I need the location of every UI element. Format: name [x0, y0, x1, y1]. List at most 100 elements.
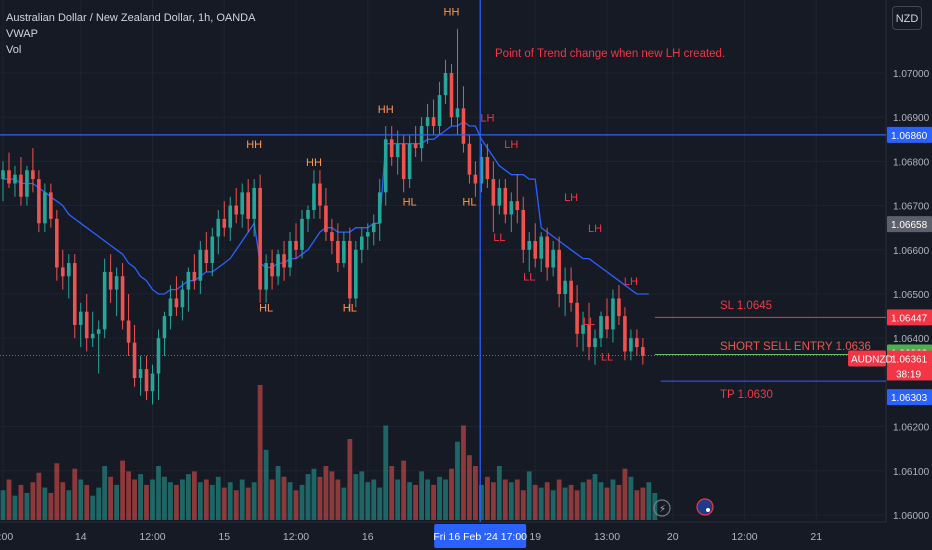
candle — [617, 285, 621, 325]
candle — [569, 267, 573, 312]
candle-body — [132, 342, 137, 378]
candle — [425, 103, 430, 144]
volume-bar — [568, 484, 574, 520]
candle-body — [108, 271, 113, 290]
volume-bar — [197, 482, 203, 520]
candle-body — [395, 143, 400, 157]
volume-bar — [30, 482, 36, 520]
candle-body — [605, 316, 609, 330]
candle-body — [294, 240, 298, 250]
volume-bar — [180, 479, 185, 520]
trade-levels — [0, 316, 886, 382]
candle-body — [228, 205, 233, 228]
candle-body — [1, 170, 5, 180]
price-axis[interactable]: 1.07000 1.06900 1.06800 1.06700 1.06600 1.065… — [893, 69, 930, 522]
candle — [539, 232, 543, 272]
volume-bar — [634, 490, 640, 520]
candle — [282, 240, 286, 281]
volume-bar — [203, 479, 209, 520]
volume-bar — [377, 487, 383, 520]
volume-bar — [496, 466, 502, 520]
candle-body — [252, 187, 256, 219]
time-axis-label: 0:00 — [0, 531, 13, 543]
time-axis[interactable]: 0:00 14 12:00 15 12:00 16 19 13:00 20 12:00 21 Fri … — [0, 524, 822, 548]
volume-bar — [299, 484, 305, 520]
volume-bar — [12, 495, 18, 520]
candle-body — [371, 223, 376, 233]
candle — [276, 249, 280, 286]
candle-body — [162, 316, 167, 339]
indicator-vol[interactable]: Vol — [6, 44, 22, 56]
candle — [138, 355, 143, 396]
volume-bar — [84, 484, 90, 520]
candle-body — [593, 338, 597, 348]
volume-bar — [395, 479, 401, 520]
candle — [485, 143, 490, 188]
volume-bar — [520, 490, 526, 520]
swing-label: HH — [378, 104, 394, 116]
candle-body — [61, 267, 65, 277]
crosshair-price-text: 1.06860 — [891, 131, 928, 142]
volume-bar — [628, 476, 634, 520]
candle — [629, 329, 633, 361]
candle-body — [55, 218, 59, 268]
vwap-price: 1.06658 — [887, 216, 932, 233]
swing-label: LL — [523, 272, 535, 284]
volume-bar — [156, 466, 161, 520]
currency-button[interactable]: NZD — [892, 6, 922, 30]
price-axis-label: 1.06100 — [893, 467, 930, 478]
volume-bar — [341, 487, 347, 520]
volume-bar — [610, 479, 616, 520]
bottom-tool-icons: ⚡ — [653, 498, 714, 517]
candle-body — [144, 369, 149, 392]
candle-body — [84, 311, 89, 339]
candle-body — [330, 232, 334, 241]
candle — [132, 324, 137, 387]
sl-label: SL 1.0645 — [720, 300, 772, 312]
swing-label: HH — [306, 157, 322, 169]
candle-body — [623, 316, 627, 352]
swing-labels: HH HH HH HH HL HL HL HL LH LH LH LH LH LL LL LL LL — [246, 7, 638, 364]
flag-icon[interactable] — [696, 498, 714, 516]
candle-body — [156, 338, 161, 374]
annotations: Point of Trend change when new LH create… — [495, 48, 871, 401]
volume-bar — [335, 479, 341, 520]
candle — [413, 126, 418, 157]
last-price-bg — [887, 350, 932, 367]
candle — [443, 59, 448, 104]
candle — [61, 249, 65, 290]
volume-bar — [120, 460, 125, 520]
time-axis-label: 12:00 — [731, 531, 757, 543]
candle-body — [336, 240, 340, 264]
candle — [174, 276, 179, 317]
volume-bar — [646, 482, 652, 520]
volume-bar — [323, 466, 329, 520]
candle-body — [13, 174, 17, 184]
candle-body — [25, 170, 29, 197]
symbol-title[interactable]: Australian Dollar / New Zealand Dollar, … — [6, 12, 256, 24]
indicator-vwap[interactable]: VWAP — [6, 28, 38, 40]
countdown-bg — [887, 366, 932, 381]
candle — [431, 99, 436, 135]
volume-bar — [508, 482, 514, 520]
volume-bar — [467, 455, 472, 520]
price-axis-label: 1.06200 — [893, 423, 930, 434]
candle-body — [204, 249, 209, 264]
candle-body — [407, 143, 412, 180]
candle-body — [348, 240, 352, 299]
candle-body — [264, 263, 268, 290]
candle-body — [120, 276, 125, 321]
candle — [407, 134, 412, 188]
candle-body — [419, 126, 424, 149]
sl-price-text: 1.06447 — [891, 313, 928, 324]
candle-body — [318, 183, 322, 206]
candle — [623, 307, 627, 361]
volume-bar — [490, 482, 496, 520]
candle — [264, 254, 268, 303]
candle-body — [467, 143, 472, 175]
candle — [467, 134, 472, 184]
lightning-icon[interactable] — [653, 499, 671, 517]
candle — [120, 263, 125, 330]
candle-body — [365, 232, 370, 237]
